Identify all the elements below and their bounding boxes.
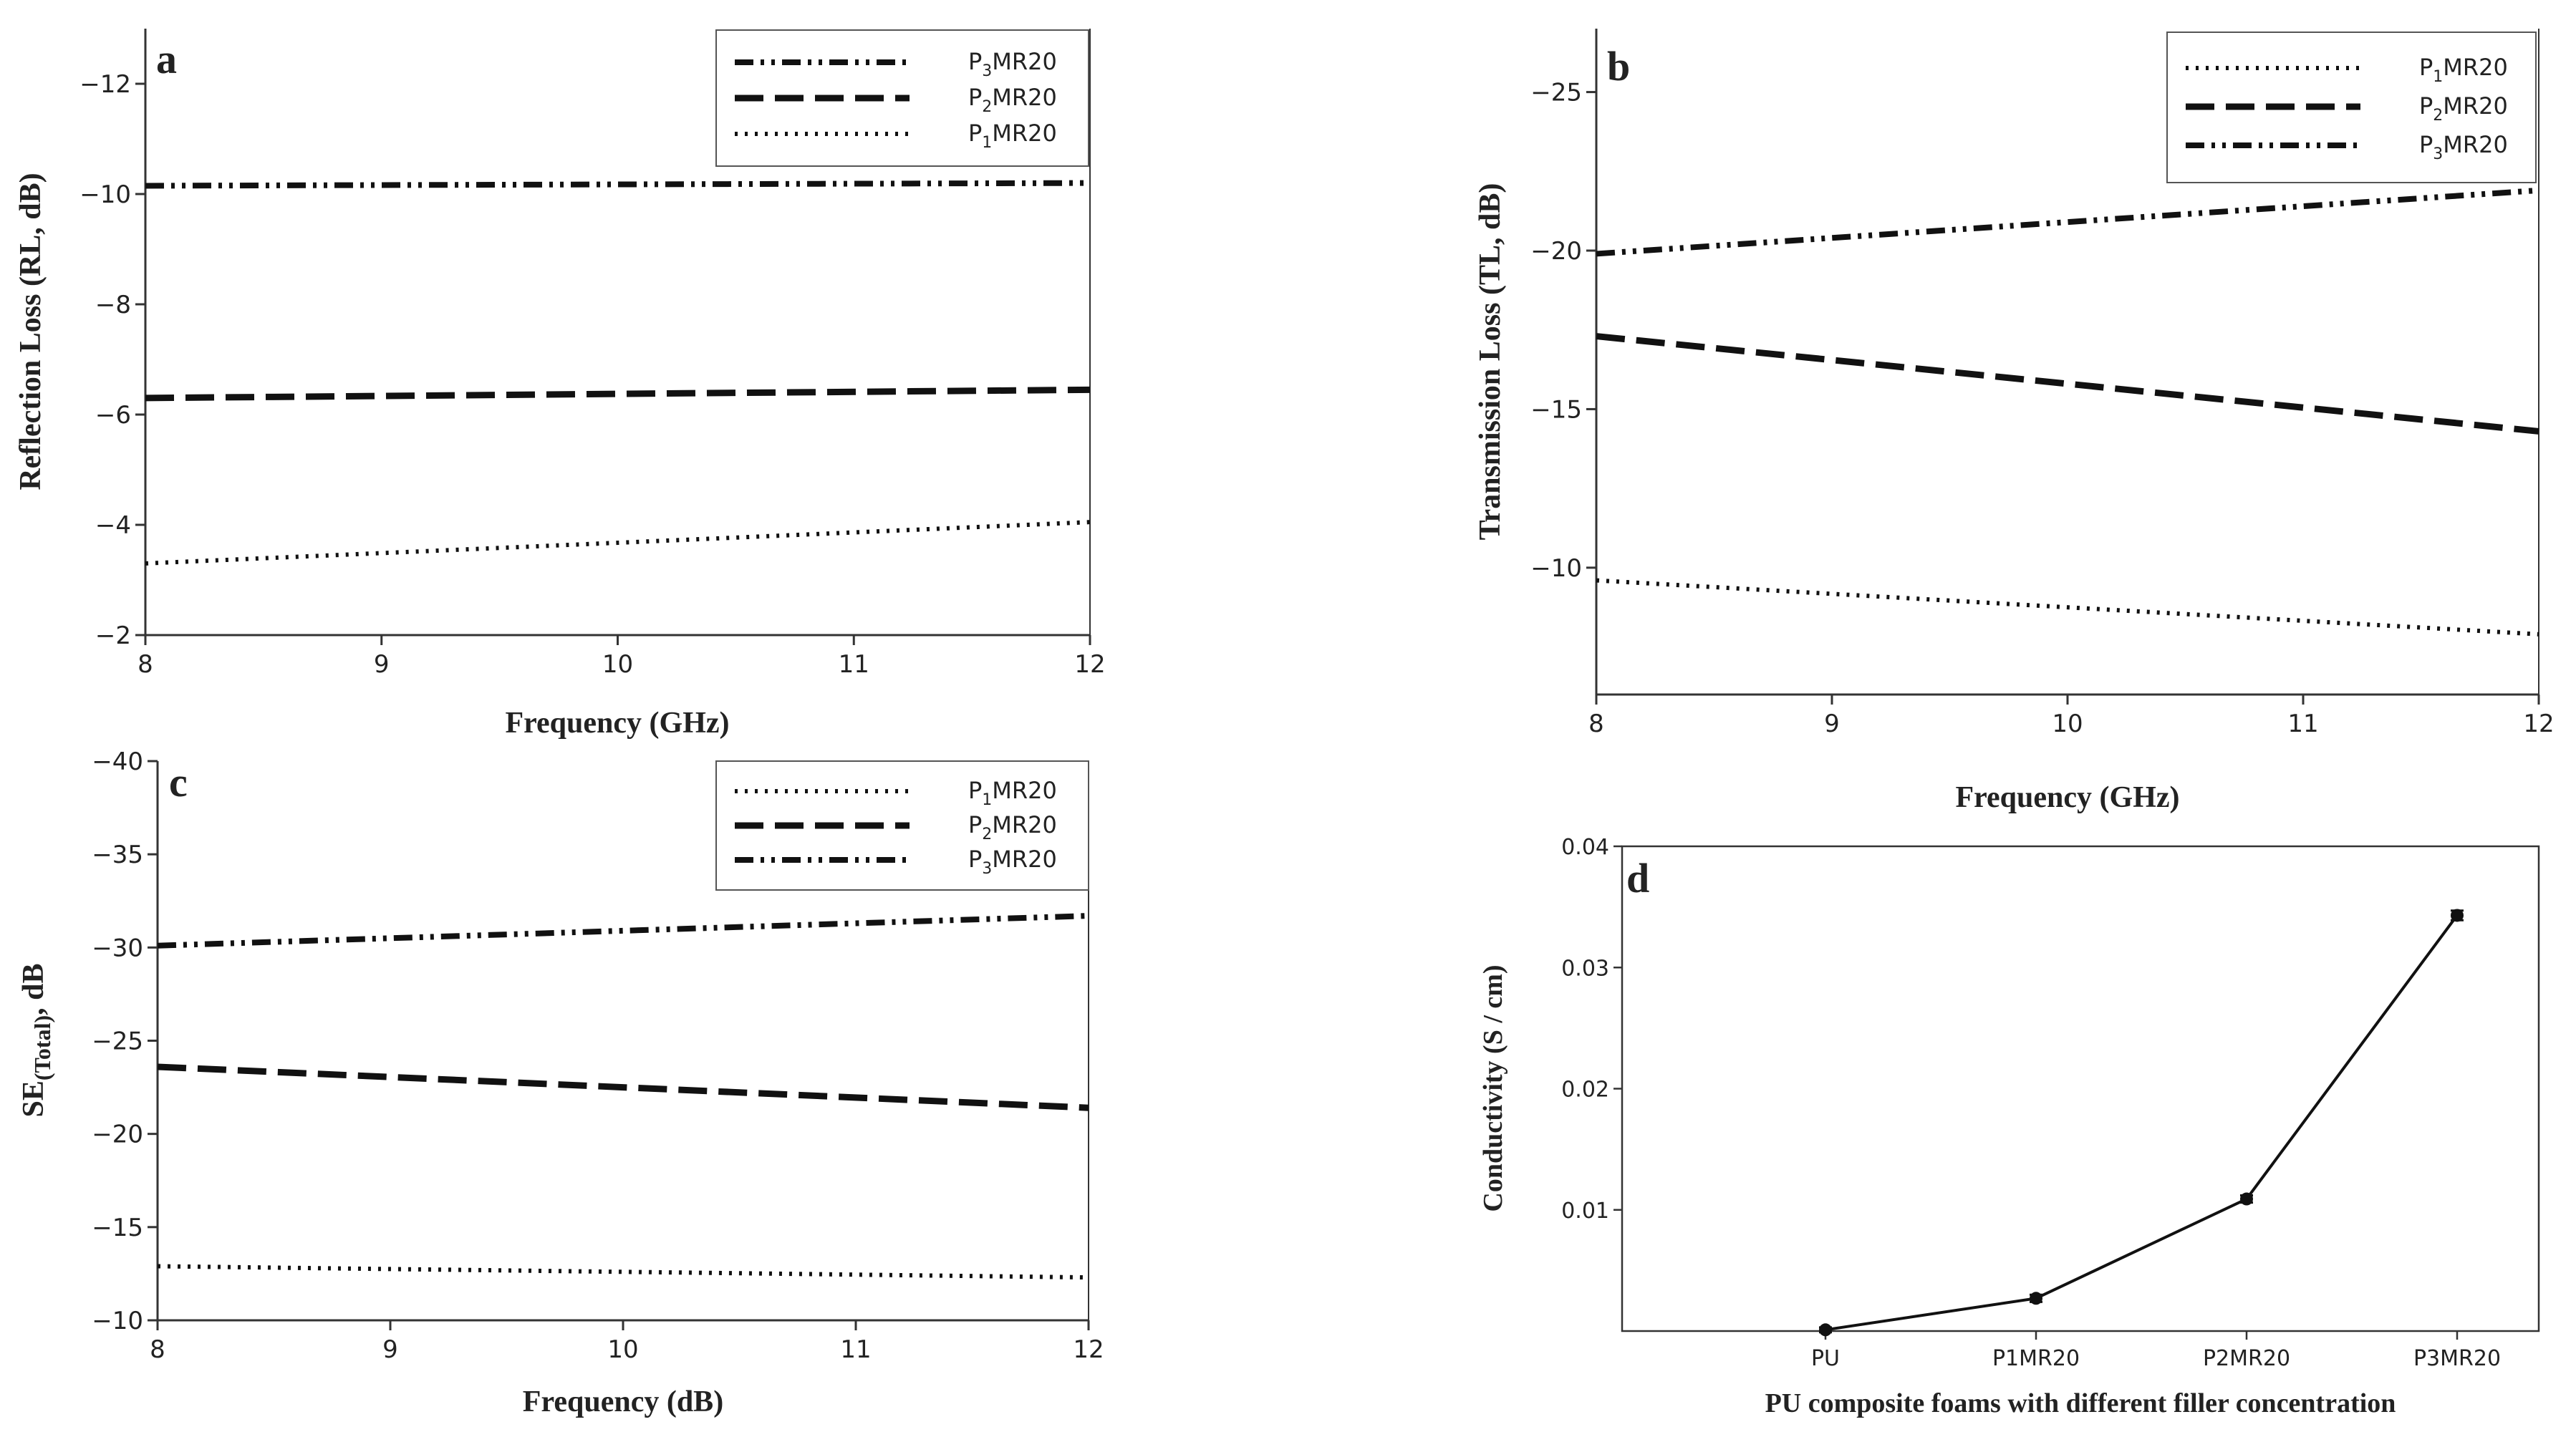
panel-a-chart: 8 9 10 11 12 −2 −4 −6 −8 −10 −12 P3MR20 P2MR20 P1MR20… (14, 29, 1106, 740)
x-tick-label: 10 (602, 650, 633, 679)
series-line-p2mr20 (1596, 333, 2539, 435)
panel-d-chart: 0.01 0.02 0.03 0.04 PU P1MR20 P2MR20 P3MR20 d PU … (1478, 835, 2540, 1418)
data-point (2451, 909, 2464, 922)
legend-label: P3MR20 (968, 48, 1057, 80)
x-tick-label: 10 (2052, 710, 2083, 738)
series-line-p3mr20 (1596, 187, 2539, 257)
legend-label: P2MR20 (968, 811, 1057, 843)
x-tick-label: 11 (2287, 710, 2318, 738)
x-tick-label: 9 (382, 1335, 398, 1364)
data-point (2240, 1192, 2253, 1206)
data-point (1819, 1323, 1832, 1337)
x-tick-label: P3MR20 (2413, 1346, 2501, 1371)
x-tick-label: 9 (1824, 710, 1840, 738)
legend-label: P1MR20 (968, 777, 1057, 809)
y-tick-label: −40 (92, 748, 143, 776)
legend-label: P3MR20 (2419, 131, 2508, 163)
y-tick-label: −25 (92, 1027, 143, 1056)
x-tick-label: P2MR20 (2203, 1346, 2290, 1371)
series-line-p1mr20 (145, 520, 1091, 566)
series-line-p2mr20 (157, 1063, 1089, 1111)
y-tick-label: 0.04 (1561, 835, 1609, 860)
y-tick-label: −30 (92, 934, 143, 962)
legend-box (715, 29, 1089, 167)
x-tick-label: 8 (138, 650, 153, 679)
plot-frame (1621, 845, 2540, 1332)
x-tick-label: 12 (1073, 1335, 1104, 1364)
y-tick-label: −15 (92, 1214, 143, 1242)
y-tick-label: −6 (95, 401, 131, 430)
x-tick-label: 10 (607, 1335, 638, 1364)
x-tick-label: PU (1811, 1346, 1840, 1371)
y-tick-label: −10 (92, 1307, 143, 1335)
y-tick-label: −10 (79, 180, 131, 209)
series-line-p2mr20 (145, 386, 1091, 402)
y-axis-title: SE(Total), dB (17, 963, 55, 1117)
x-axis-title: Frequency (GHz) (506, 707, 730, 740)
y-axis-title: Reflection Loss (RL, dB) (14, 173, 47, 490)
legend-box (715, 760, 1089, 891)
panel-b-chart: 8 9 10 11 12 −10 −15 −20 −25 P1MR20 P2MR20 P3MR20 b F… (1474, 29, 2555, 814)
data-point (2030, 1292, 2042, 1305)
panel-c-chart: 8 9 10 11 12 −10 −15 −20 −25 −30 −35 −40 P1MR20P2MR2… (17, 748, 1104, 1418)
y-axis-title: Transmission Loss (TL, dB) (1474, 183, 1507, 541)
panel-label: d (1626, 855, 1649, 901)
series-line-p1mr20 (1596, 578, 2539, 637)
x-tick-label: 12 (2523, 710, 2554, 738)
x-tick-label: 11 (840, 1335, 871, 1364)
y-tick-label: −2 (95, 621, 131, 650)
x-tick-label: P1MR20 (1992, 1346, 2080, 1371)
x-tick-label: 12 (1074, 650, 1105, 679)
series-line-p3mr20 (145, 180, 1091, 189)
y-tick-label: −35 (92, 841, 143, 869)
y-axis-title: Conductivity (S / cm) (1478, 964, 1508, 1211)
legend-label: P1MR20 (2419, 54, 2508, 86)
x-tick-label: 8 (1588, 710, 1604, 738)
legend-label: P1MR20 (968, 120, 1057, 152)
conductivity-line (1825, 914, 2459, 1332)
legend-label: P2MR20 (2419, 92, 2508, 125)
y-tick-label: 0.03 (1561, 956, 1609, 981)
y-tick-label: −20 (92, 1121, 143, 1149)
y-tick-label: −25 (1530, 79, 1582, 107)
legend-box (2166, 32, 2537, 183)
y-tick-label: −4 (95, 511, 131, 540)
series-line-p1mr20 (157, 1264, 1089, 1280)
x-tick-label: 9 (374, 650, 390, 679)
y-tick-label: −20 (1530, 237, 1582, 266)
x-axis-title: Frequency (GHz) (1956, 781, 2180, 814)
x-tick-label: 8 (150, 1335, 165, 1364)
y-tick-label: −8 (95, 291, 131, 319)
panel-label: c (169, 759, 188, 806)
y-tick-label: 0.02 (1561, 1078, 1609, 1103)
x-axis-title: Frequency (dB) (523, 1385, 723, 1418)
series-line-p3mr20 (157, 913, 1089, 949)
y-tick-label: −10 (1530, 554, 1582, 583)
panel-label: b (1607, 43, 1630, 90)
y-tick-label: −12 (79, 70, 131, 99)
legend-label: P2MR20 (968, 84, 1057, 116)
panel-label: a (156, 36, 177, 82)
x-tick-label: 11 (839, 650, 869, 679)
legend-label: P3MR20 (968, 846, 1057, 878)
x-axis-title: PU composite foams with different filler… (1765, 1388, 2396, 1418)
y-tick-label: −15 (1530, 395, 1582, 424)
y-tick-label: 0.01 (1561, 1199, 1609, 1224)
